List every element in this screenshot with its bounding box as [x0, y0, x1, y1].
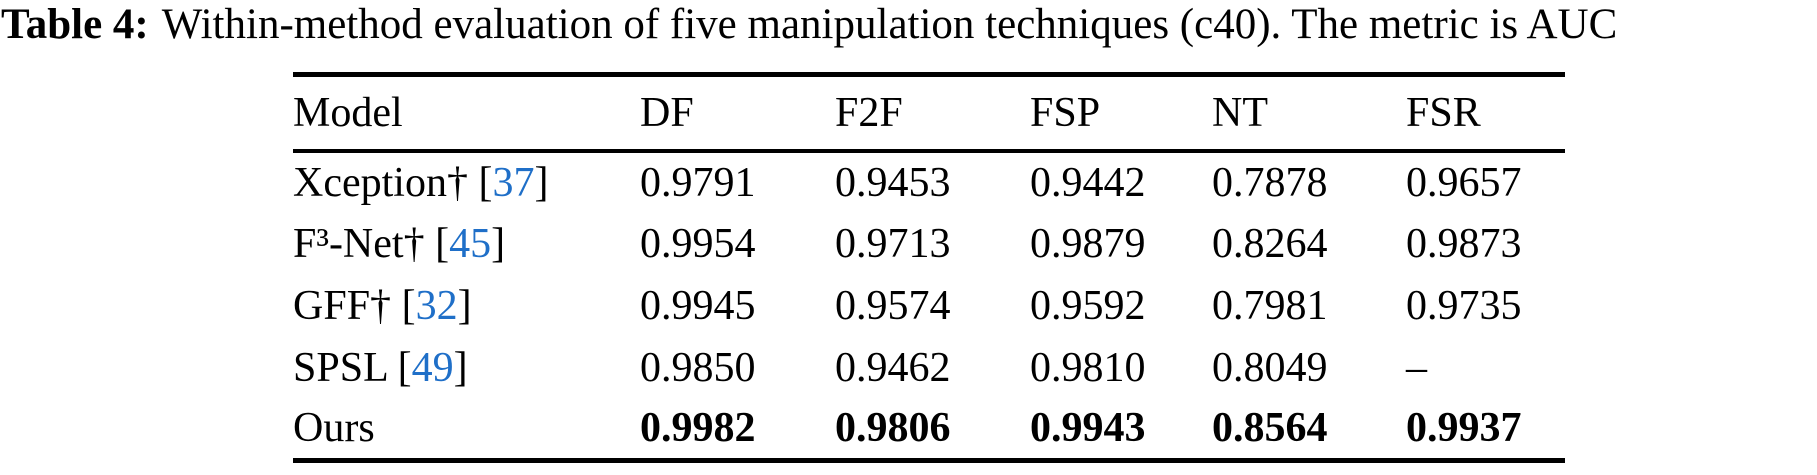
metric-value-cell: 0.7878 — [1212, 159, 1328, 206]
metric-value-cell: 0.9873 — [1406, 220, 1522, 267]
metric-value-cell: 0.9850 — [640, 344, 756, 391]
model-name-cell: GFF† [32] — [293, 275, 640, 337]
model-name-cell: F³-Net† [45] — [293, 213, 640, 275]
metric-value-cell: 0.9735 — [1406, 282, 1522, 329]
model-name: F³-Net† — [293, 220, 425, 267]
model-name-cell: Xception† [37] — [293, 151, 640, 213]
citation-link[interactable]: 37 — [492, 159, 535, 206]
metric-value-cell: 0.8264 — [1212, 220, 1328, 267]
model-name: Ours — [293, 405, 375, 452]
metric-value-cell: 0.9879 — [1030, 220, 1146, 267]
citation-bracket-close: ] — [453, 344, 468, 391]
column-header-model: Model — [293, 89, 403, 136]
metric-value-cell: 0.9592 — [1030, 282, 1146, 329]
metric-value-cell: 0.9574 — [835, 282, 951, 329]
metric-value-cell: 0.9937 — [1406, 405, 1522, 452]
metric-value-cell: 0.8049 — [1212, 344, 1328, 391]
metric-value-cell: – — [1406, 344, 1427, 391]
table-row-xception: Xception† [37] 0.9791 0.9453 0.9442 0.78… — [293, 151, 1565, 213]
table-row-ours: Ours 0.9982 0.9806 0.9943 0.8564 0.9937 — [293, 399, 1565, 461]
metric-value-cell: 0.7981 — [1212, 282, 1328, 329]
header-row: Model DF F2F FSP NT FSR — [293, 75, 1565, 151]
metric-value-cell: 0.9806 — [835, 405, 951, 452]
table-caption-text: Within-method evaluation of five manipul… — [161, 1, 1618, 48]
model-name: Xception† — [293, 159, 468, 206]
metric-value-cell: 0.9810 — [1030, 344, 1146, 391]
citation-link[interactable]: 45 — [449, 220, 492, 267]
metric-value-cell: 0.9954 — [640, 220, 756, 267]
metric-value-cell: 0.9442 — [1030, 159, 1146, 206]
model-name: GFF† — [293, 282, 392, 329]
metric-value-cell: 0.9945 — [640, 282, 756, 329]
citation-bracket-open: [ — [401, 282, 416, 329]
model-name-cell: SPSL [49] — [293, 337, 640, 399]
table-header: Model DF F2F FSP NT FSR — [293, 75, 1565, 151]
metric-value-cell: 0.9713 — [835, 220, 951, 267]
table-row-f3net: F³-Net† [45] 0.9954 0.9713 0.9879 0.8264… — [293, 213, 1565, 275]
model-name: SPSL — [293, 344, 388, 391]
citation-link[interactable]: 49 — [411, 344, 454, 391]
citation-bracket-close: ] — [457, 282, 472, 329]
table-row-spsl: SPSL [49] 0.9850 0.9462 0.9810 0.8049 – — [293, 337, 1565, 399]
citation-bracket-open: [ — [397, 344, 412, 391]
model-name-cell: Ours — [293, 399, 640, 461]
column-header-nt: NT — [1212, 89, 1268, 136]
metric-value-cell: 0.9657 — [1406, 159, 1522, 206]
citation-bracket-close: ] — [491, 220, 506, 267]
table-row-gff: GFF† [32] 0.9945 0.9574 0.9592 0.7981 0.… — [293, 275, 1565, 337]
column-header-df: DF — [640, 89, 694, 136]
metric-value-cell: 0.9982 — [640, 405, 756, 452]
metric-value-cell: 0.8564 — [1212, 405, 1328, 452]
metric-value-cell: 0.9462 — [835, 344, 951, 391]
column-header-fsp: FSP — [1030, 89, 1101, 136]
citation-bracket-open: [ — [435, 220, 450, 267]
table-caption-label: Table 4: — [1, 1, 149, 48]
metric-value-cell: 0.9943 — [1030, 405, 1146, 452]
metric-value-cell: 0.9791 — [640, 159, 756, 206]
citation-bracket-open: [ — [478, 159, 493, 206]
column-header-f2f: F2F — [835, 89, 903, 136]
table-caption: Table 4: Within-method evaluation of five… — [1, 0, 1617, 50]
citation-link[interactable]: 32 — [415, 282, 458, 329]
metric-value-cell: 0.9453 — [835, 159, 951, 206]
results-table: Model DF F2F FSP NT FSR Xception† [37] 0… — [293, 72, 1565, 463]
table-body: Xception† [37] 0.9791 0.9453 0.9442 0.78… — [293, 151, 1565, 461]
column-header-fsr: FSR — [1406, 89, 1481, 136]
citation-bracket-close: ] — [534, 159, 549, 206]
